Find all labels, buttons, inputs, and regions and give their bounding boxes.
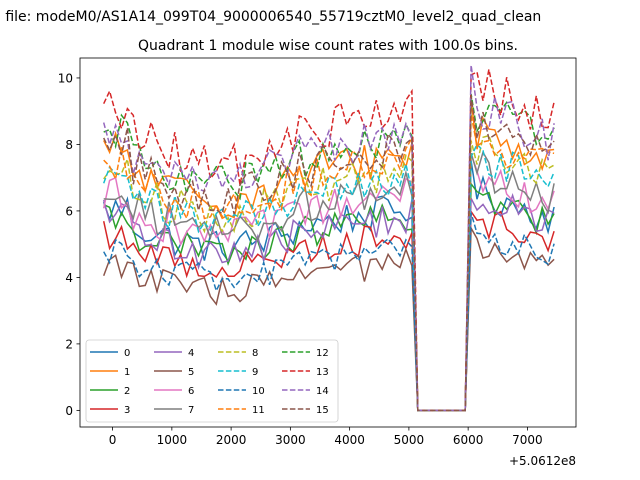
x-tick-label: 7000 [512, 433, 543, 447]
series-line-15 [103, 95, 555, 412]
y-tick-label: 8 [65, 138, 73, 152]
axes-frame [79, 57, 577, 428]
legend-label: 9 [252, 367, 258, 378]
y-tick-label: 6 [65, 204, 73, 218]
legend-label: 5 [188, 367, 194, 378]
legend-label: 0 [124, 348, 130, 359]
x-offset-label: +5.0612e8 [509, 454, 576, 468]
x-tick-label: 3000 [275, 433, 306, 447]
legend-box [85, 339, 339, 423]
legend-label: 4 [188, 348, 194, 359]
series-line-11 [103, 114, 555, 412]
legend-label: 15 [316, 405, 329, 416]
series-line-1 [103, 99, 555, 412]
legend-label: 6 [188, 386, 194, 397]
x-tick-label: 6000 [453, 433, 484, 447]
legend-label: 12 [316, 348, 329, 359]
y-axis: 0 2 4 6 8 10 [58, 71, 80, 418]
series-line-2 [103, 181, 555, 412]
legend-label: 8 [252, 348, 258, 359]
x-axis: 0 1000 2000 3000 4000 5000 6000 7000 [109, 427, 543, 447]
series-line-13 [103, 69, 555, 412]
y-tick-label: 0 [65, 404, 73, 418]
series-line-5 [102, 225, 555, 412]
series-line-4 [102, 192, 555, 412]
legend-label: 1 [124, 367, 130, 378]
x-tick-label: 5000 [394, 433, 425, 447]
y-tick-label: 10 [58, 71, 73, 85]
legend-label: 3 [124, 405, 130, 416]
x-tick-label: 1000 [157, 433, 188, 447]
legend-label: 2 [124, 386, 130, 397]
legend-label: 13 [316, 367, 329, 378]
legend-label: 7 [188, 405, 194, 416]
plot-area [102, 65, 555, 412]
legend-label: 10 [252, 386, 265, 397]
legend-label: 11 [252, 405, 265, 416]
series-line-10 [103, 212, 555, 412]
x-tick-label: 0 [109, 433, 117, 447]
series-line-9 [102, 143, 555, 412]
series-line-14 [102, 65, 555, 412]
chart-suptitle: n file: modeM0/AS1A14_099T04_9000006540_… [0, 9, 541, 25]
legend-label: 14 [316, 386, 329, 397]
x-tick-label: 2000 [216, 433, 247, 447]
series-line-7 [103, 150, 555, 412]
y-tick-label: 2 [65, 337, 73, 351]
x-tick-label: 4000 [334, 433, 365, 447]
chart-title: Quadrant 1 module wise count rates with … [138, 38, 518, 54]
y-tick-label: 4 [65, 271, 73, 285]
